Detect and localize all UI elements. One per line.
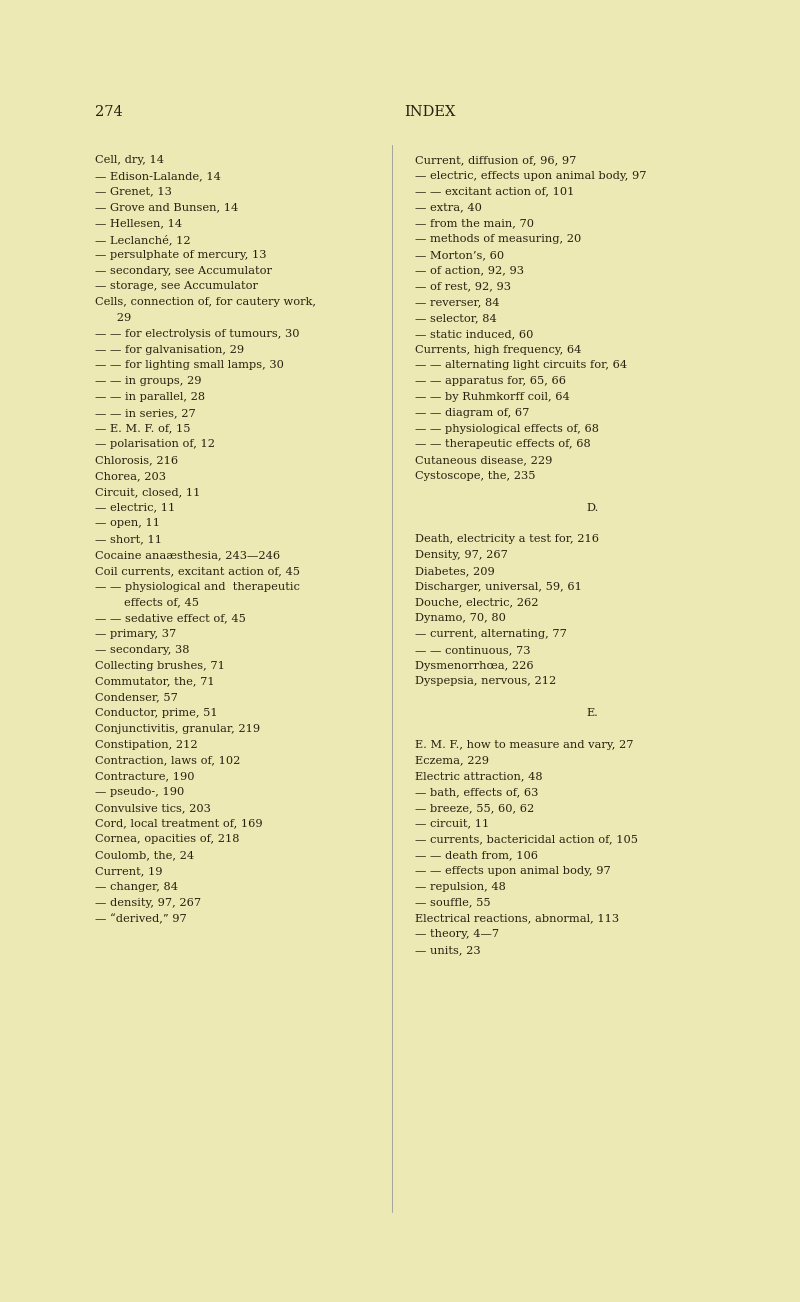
Text: Cornea, opacities of, 218: Cornea, opacities of, 218 [95,835,239,845]
Text: Electrical reactions, abnormal, 113: Electrical reactions, abnormal, 113 [415,914,619,923]
Text: E. M. F., how to measure and vary, 27: E. M. F., how to measure and vary, 27 [415,740,634,750]
Text: — theory, 4—7: — theory, 4—7 [415,930,499,939]
Text: — Leclanché, 12: — Leclanché, 12 [95,234,190,245]
Text: — — death from, 106: — — death from, 106 [415,850,538,861]
Text: — open, 11: — open, 11 [95,518,160,529]
Text: — short, 11: — short, 11 [95,534,162,544]
Text: Death, electricity a test for, 216: Death, electricity a test for, 216 [415,534,599,544]
Text: — — continuous, 73: — — continuous, 73 [415,644,530,655]
Text: — — for lighting small lamps, 30: — — for lighting small lamps, 30 [95,361,284,370]
Text: Conjunctivitis, granular, 219: Conjunctivitis, granular, 219 [95,724,260,734]
Text: 274: 274 [95,105,122,118]
Text: — Grenet, 13: — Grenet, 13 [95,186,172,197]
Text: — secondary, 38: — secondary, 38 [95,644,190,655]
Text: — — physiological effects of, 68: — — physiological effects of, 68 [415,423,599,434]
Text: Coulomb, the, 24: Coulomb, the, 24 [95,850,194,861]
Text: — bath, effects of, 63: — bath, effects of, 63 [415,786,538,797]
Text: Coil currents, excitant action of, 45: Coil currents, excitant action of, 45 [95,566,300,575]
Text: effects of, 45: effects of, 45 [95,598,199,608]
Text: — — excitant action of, 101: — — excitant action of, 101 [415,186,574,197]
Text: — — effects upon animal body, 97: — — effects upon animal body, 97 [415,866,610,876]
Text: — Morton’s, 60: — Morton’s, 60 [415,250,504,260]
Text: Cells, connection of, for cautery work,: Cells, connection of, for cautery work, [95,297,316,307]
Text: Circuit, closed, 11: Circuit, closed, 11 [95,487,200,497]
Text: Collecting brushes, 71: Collecting brushes, 71 [95,660,225,671]
Text: — — therapeutic effects of, 68: — — therapeutic effects of, 68 [415,439,590,449]
Text: — primary, 37: — primary, 37 [95,629,176,639]
Text: Eczema, 229: Eczema, 229 [415,755,489,766]
Text: Current, diffusion of, 96, 97: Current, diffusion of, 96, 97 [415,155,576,165]
Text: — of action, 92, 93: — of action, 92, 93 [415,266,524,276]
Text: Commutator, the, 71: Commutator, the, 71 [95,677,214,686]
Text: Dysmenorrhœa, 226: Dysmenorrhœa, 226 [415,660,534,671]
Text: — density, 97, 267: — density, 97, 267 [95,897,201,907]
Text: — — for galvanisation, 29: — — for galvanisation, 29 [95,345,244,354]
Text: — — in series, 27: — — in series, 27 [95,408,196,418]
Text: Electric attraction, 48: Electric attraction, 48 [415,771,542,781]
Text: — storage, see Accumulator: — storage, see Accumulator [95,281,258,292]
Text: — — for electrolysis of tumours, 30: — — for electrolysis of tumours, 30 [95,329,299,339]
Text: — — physiological and  therapeutic: — — physiological and therapeutic [95,582,300,591]
Text: Douche, electric, 262: Douche, electric, 262 [415,598,538,608]
Text: Convulsive tics, 203: Convulsive tics, 203 [95,803,211,812]
Text: — changer, 84: — changer, 84 [95,881,178,892]
Text: 29: 29 [95,312,131,323]
Text: — — alternating light circuits for, 64: — — alternating light circuits for, 64 [415,361,627,370]
Text: — currents, bactericidal action of, 105: — currents, bactericidal action of, 105 [415,835,638,845]
Text: — persulphate of mercury, 13: — persulphate of mercury, 13 [95,250,266,260]
Text: Constipation, 212: Constipation, 212 [95,740,198,750]
Text: — — in parallel, 28: — — in parallel, 28 [95,392,205,402]
Text: Contraction, laws of, 102: Contraction, laws of, 102 [95,755,240,766]
Text: Contracture, 190: Contracture, 190 [95,771,194,781]
Text: — Hellesen, 14: — Hellesen, 14 [95,219,182,228]
Text: — — by Ruhmkorff coil, 64: — — by Ruhmkorff coil, 64 [415,392,570,402]
Text: — breeze, 55, 60, 62: — breeze, 55, 60, 62 [415,803,534,812]
Text: INDEX: INDEX [404,105,456,118]
Text: Chorea, 203: Chorea, 203 [95,471,166,480]
Text: — extra, 40: — extra, 40 [415,202,482,212]
Text: Density, 97, 267: Density, 97, 267 [415,549,508,560]
Text: — of rest, 92, 93: — of rest, 92, 93 [415,281,511,292]
Text: D.: D. [586,503,598,513]
Text: Current, 19: Current, 19 [95,866,162,876]
Text: — units, 23: — units, 23 [415,945,481,954]
Text: Cord, local treatment of, 169: Cord, local treatment of, 169 [95,819,262,828]
Text: — static induced, 60: — static induced, 60 [415,329,534,339]
Text: Currents, high frequency, 64: Currents, high frequency, 64 [415,345,582,354]
Text: — reverser, 84: — reverser, 84 [415,297,499,307]
Text: — — diagram of, 67: — — diagram of, 67 [415,408,530,418]
Text: — selector, 84: — selector, 84 [415,312,497,323]
Text: Dynamo, 70, 80: Dynamo, 70, 80 [415,613,506,624]
Text: — “derived,” 97: — “derived,” 97 [95,914,186,924]
Text: E.: E. [586,708,598,717]
Text: — circuit, 11: — circuit, 11 [415,819,490,828]
Text: Dyspepsia, nervous, 212: Dyspepsia, nervous, 212 [415,677,556,686]
Text: — E. M. F. of, 15: — E. M. F. of, 15 [95,423,190,434]
Text: — methods of measuring, 20: — methods of measuring, 20 [415,234,582,243]
Text: — electric, 11: — electric, 11 [95,503,175,513]
Text: — pseudo-, 190: — pseudo-, 190 [95,786,184,797]
Text: Cutaneous disease, 229: Cutaneous disease, 229 [415,456,552,465]
Text: — polarisation of, 12: — polarisation of, 12 [95,439,215,449]
Text: Diabetes, 209: Diabetes, 209 [415,566,494,575]
Text: — — sedative effect of, 45: — — sedative effect of, 45 [95,613,246,624]
Text: Cystoscope, the, 235: Cystoscope, the, 235 [415,471,535,480]
Text: — electric, effects upon animal body, 97: — electric, effects upon animal body, 97 [415,171,646,181]
Text: — — apparatus for, 65, 66: — — apparatus for, 65, 66 [415,376,566,387]
Text: Cocaine anaæsthesia, 243—246: Cocaine anaæsthesia, 243—246 [95,549,280,560]
Text: — repulsion, 48: — repulsion, 48 [415,881,506,892]
Text: Chlorosis, 216: Chlorosis, 216 [95,456,178,465]
Text: — Edison-Lalande, 14: — Edison-Lalande, 14 [95,171,221,181]
Text: Cell, dry, 14: Cell, dry, 14 [95,155,164,165]
Text: Condenser, 57: Condenser, 57 [95,693,178,702]
Text: — souffle, 55: — souffle, 55 [415,897,490,907]
Text: — from the main, 70: — from the main, 70 [415,219,534,228]
Text: — — in groups, 29: — — in groups, 29 [95,376,202,387]
Text: Conductor, prime, 51: Conductor, prime, 51 [95,708,218,717]
Text: Discharger, universal, 59, 61: Discharger, universal, 59, 61 [415,582,582,591]
Text: — secondary, see Accumulator: — secondary, see Accumulator [95,266,272,276]
Text: — Grove and Bunsen, 14: — Grove and Bunsen, 14 [95,202,238,212]
Text: — current, alternating, 77: — current, alternating, 77 [415,629,567,639]
